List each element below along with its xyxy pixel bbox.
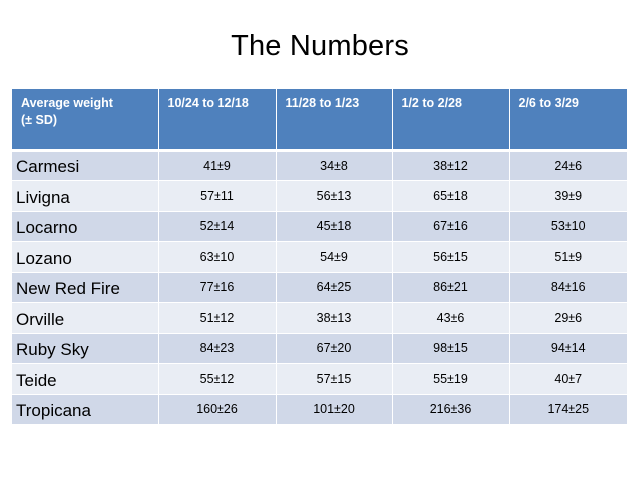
variety-name: New Red Fire [12,272,159,303]
weight-cell: 40±7 [509,363,627,395]
weight-cell: 98±15 [392,333,510,364]
weight-cell: 56±13 [276,180,393,212]
weights-table: Average weight (± SD) 10/24 to 12/18 11/2… [12,89,627,425]
table-body: Carmesi 41±9 34±8 38±12 24±6 Livigna 57±… [12,150,627,425]
weight-cell: 101±20 [276,394,393,425]
weight-cell: 54±9 [276,241,393,273]
variety-name: Locarno [12,211,159,242]
weight-cell: 67±16 [392,211,510,242]
weight-cell: 55±19 [392,363,510,395]
weight-cell: 84±23 [158,333,277,364]
weight-cell: 63±10 [158,241,277,273]
table-row: Teide 55±12 57±15 55±19 40±7 [12,363,627,395]
table-row: Livigna 57±11 56±13 65±18 39±9 [12,180,627,212]
weight-cell: 53±10 [509,211,627,242]
slide-title: The Numbers [231,30,409,62]
weight-cell: 29±6 [509,302,627,334]
weight-cell: 56±15 [392,241,510,273]
weight-cell: 51±12 [158,302,277,334]
variety-name: Orville [12,302,159,334]
weight-cell: 34±8 [276,150,393,181]
weight-cell: 38±13 [276,302,393,334]
table-row: Lozano 63±10 54±9 56±15 51±9 [12,241,627,273]
header-label-line2: (± SD) [21,113,58,127]
table-row: New Red Fire 77±16 64±25 86±21 84±16 [12,272,627,303]
variety-name: Tropicana [12,394,159,425]
header-row: Average weight (± SD) 10/24 to 12/18 11/2… [12,89,627,152]
table-row: Ruby Sky 84±23 67±20 98±15 94±14 [12,333,627,364]
variety-name: Lozano [12,241,159,273]
variety-name: Teide [12,363,159,395]
table-row: Locarno 52±14 45±18 67±16 53±10 [12,211,627,242]
weight-cell: 41±9 [158,150,277,181]
weight-cell: 65±18 [392,180,510,212]
weight-cell: 216±36 [392,394,510,425]
table-row: Tropicana 160±26 101±20 216±36 174±25 [12,394,627,425]
header-cell-period-1: 10/24 to 12/18 [158,89,277,152]
weight-cell: 67±20 [276,333,393,364]
table-row: Carmesi 41±9 34±8 38±12 24±6 [12,150,627,181]
weight-cell: 84±16 [509,272,627,303]
header-cell-period-4: 2/6 to 3/29 [509,89,627,152]
header-label-line1: Average weight [21,96,113,110]
weight-cell: 43±6 [392,302,510,334]
weight-cell: 57±11 [158,180,277,212]
weight-cell: 77±16 [158,272,277,303]
weight-cell: 24±6 [509,150,627,181]
weight-cell: 57±15 [276,363,393,395]
weight-cell: 52±14 [158,211,277,242]
weight-cell: 38±12 [392,150,510,181]
header-cell-average-weight: Average weight (± SD) [12,89,159,152]
weight-cell: 86±21 [392,272,510,303]
weight-cell: 174±25 [509,394,627,425]
weight-cell: 51±9 [509,241,627,273]
weight-cell: 39±9 [509,180,627,212]
variety-name: Carmesi [12,150,159,181]
header-cell-period-2: 11/28 to 1/23 [276,89,393,152]
weight-cell: 55±12 [158,363,277,395]
weight-cell: 160±26 [158,394,277,425]
table-row: Orville 51±12 38±13 43±6 29±6 [12,302,627,334]
variety-name: Ruby Sky [12,333,159,364]
weight-cell: 94±14 [509,333,627,364]
weight-cell: 45±18 [276,211,393,242]
weight-cell: 64±25 [276,272,393,303]
table-header: Average weight (± SD) 10/24 to 12/18 11/2… [12,89,627,152]
header-cell-period-3: 1/2 to 2/28 [392,89,510,152]
variety-name: Livigna [12,180,159,212]
